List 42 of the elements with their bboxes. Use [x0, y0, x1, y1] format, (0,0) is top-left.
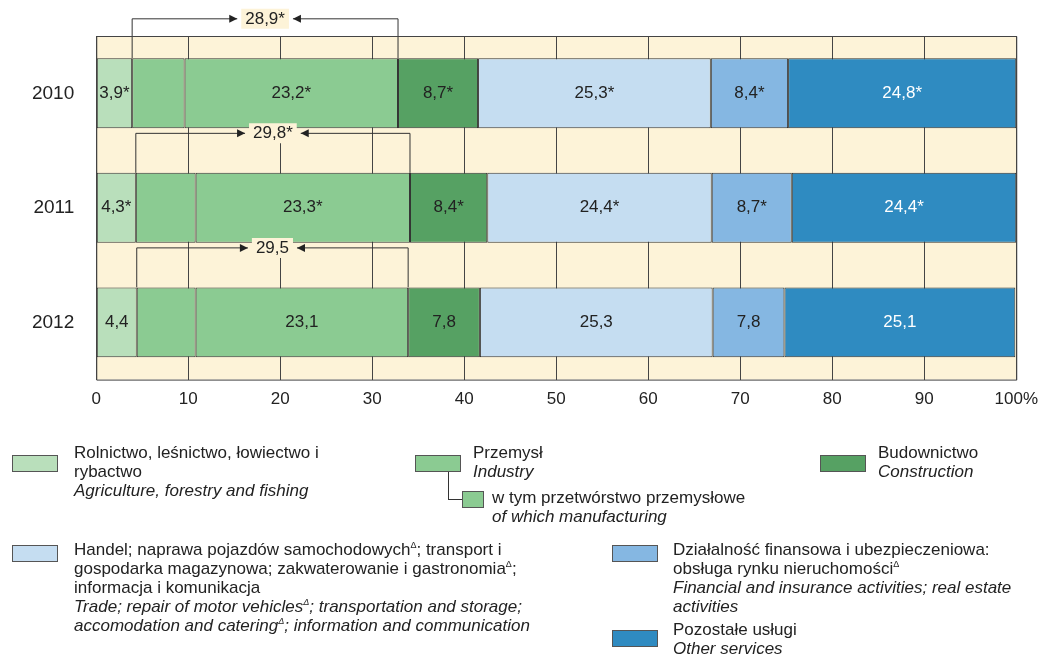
data-label: 4,4	[104, 312, 129, 332]
data-label: 7,8	[432, 312, 456, 332]
data-label: 8,7*	[736, 197, 768, 217]
text: Handel; naprawa pojazdów samochodowych$^{Δ}$; transport i gospodarka magazynowa; zakwaterowanie i gastronomia$^{Δ}$; informacja i komunikacja Trade; repair of motor vehicles$^{Δ}$; transportation and storage; accomodation and catering$^{Δ}$; information and communication	[74, 540, 530, 635]
annotation: 29,8*	[253, 123, 294, 143]
data-label: 4,3*	[101, 197, 132, 217]
y-tick-label: 2010	[31, 81, 75, 103]
data-label: 8,4*	[734, 82, 765, 102]
data-label: 25,3*	[574, 82, 615, 102]
legend-label: w tym przetwórstwo przemysłowe of which manufacturing	[492, 488, 747, 526]
legend-label: Przemysł Industry	[473, 443, 544, 481]
data-label: 7,8	[736, 312, 761, 332]
x-tick-label: 100%	[994, 389, 1038, 409]
x-tick-label: 70	[730, 389, 750, 409]
data-label: 24,4*	[884, 197, 925, 217]
data-label: 24,4*	[579, 197, 620, 217]
legend-label: Rolnictwo, leśnictwo, łowiectwo i rybactwo Agriculture, forestry and fishing	[74, 443, 320, 500]
x-tick-label: 20	[270, 389, 290, 409]
x-tick-label: 80	[822, 389, 842, 409]
annotation: 29,5	[255, 237, 289, 257]
x-tick-label: 40	[454, 389, 474, 409]
y-tick-label: 2011	[33, 196, 75, 218]
data-label: 24,8*	[882, 82, 923, 102]
data-label: 25,1	[883, 312, 917, 332]
text: 28,9*	[245, 8, 286, 28]
data-label: 25,3	[579, 312, 613, 332]
legend-label: Budownictwo Construction	[878, 443, 980, 481]
data-label: 8,7*	[422, 82, 454, 102]
data-label: 3,9*	[99, 82, 130, 102]
data-label: 23,1	[285, 312, 319, 332]
data-label: 23,3*	[282, 197, 324, 217]
legend-label: Pozostałe usługi Other services	[673, 620, 798, 658]
x-tick-label: 90	[914, 389, 934, 409]
data-label: 23,2*	[271, 82, 312, 102]
x-tick-label: 10	[178, 389, 198, 409]
y-tick-label: 2012	[31, 310, 75, 332]
x-tick-label: 60	[638, 389, 658, 409]
legend-label: Działalność finansowa i ubezpieczeniowa: obsługa rynku nieruchomości$^{Δ}$ Financial and insurance activities; real estate activities	[673, 540, 1013, 616]
x-tick-label: 30	[362, 389, 382, 409]
data-label: 8,4*	[433, 197, 465, 217]
x-tick-label: 0	[91, 389, 101, 409]
x-tick-label: 50	[546, 389, 566, 409]
